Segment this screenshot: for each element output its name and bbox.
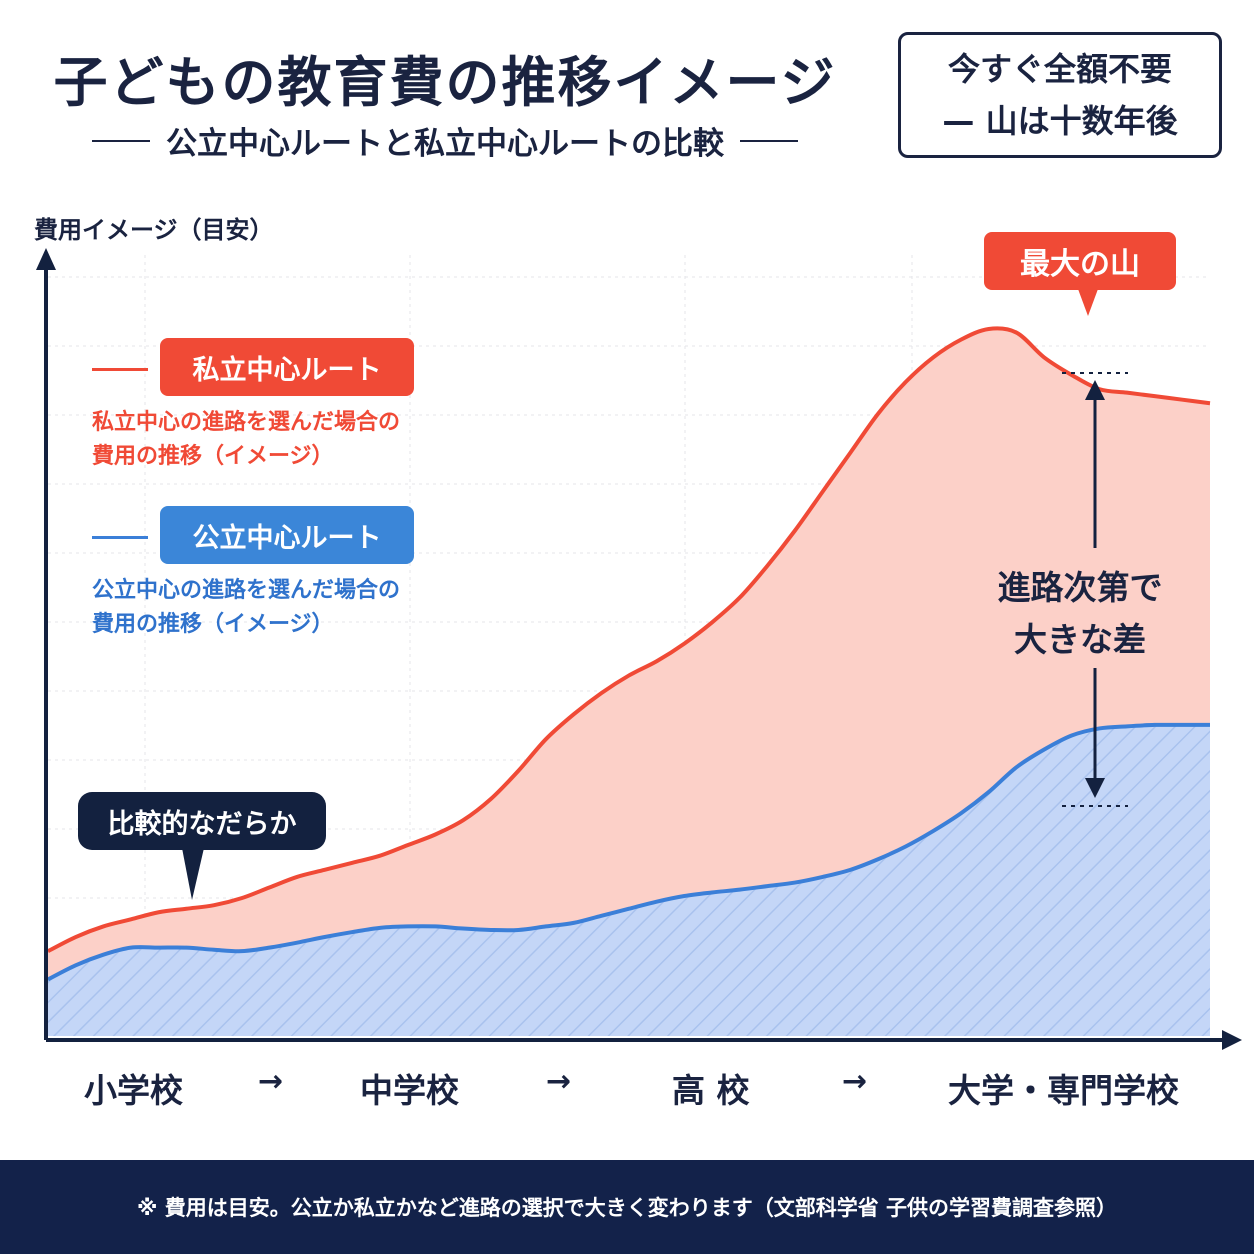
gap-arrowhead-down xyxy=(1085,778,1105,798)
gentle-callout-tail xyxy=(182,848,204,900)
subtitle-text: 公立中心ルートと私立中心ルートの比較 xyxy=(166,126,724,162)
stage-label-high-school: 高 校 xyxy=(672,1071,750,1110)
gentle-callout: 比較的なだらか xyxy=(78,792,326,850)
y-axis-label: 費用イメージ（目安） xyxy=(34,216,274,244)
stage-label-elementary: 小学校 xyxy=(84,1071,183,1110)
footer-note: ※ 費用は目安。公立か私立かなど進路の選択で大きく変わります（文部科学省 子供の… xyxy=(0,1160,1254,1254)
gap-label-line-2: 大きな差 xyxy=(1014,620,1146,659)
gap-arrowhead-up xyxy=(1085,380,1105,400)
y-axis-arrowhead xyxy=(36,248,56,270)
subtitle-dash-left xyxy=(92,139,150,142)
public-desc-line-1: 公立中心の進路を選んだ場合の xyxy=(92,578,401,603)
private-legend-label: 私立中心ルート xyxy=(160,338,414,396)
stage-label-junior-high: 中学校 xyxy=(360,1071,459,1110)
public-route-line xyxy=(47,722,1210,982)
gap-label: 進路次第で 大きな差 xyxy=(960,562,1200,666)
page-subtitle: 公立中心ルートと私立中心ルートの比較 xyxy=(0,118,890,163)
gap-label-line-1: 進路次第で xyxy=(997,568,1163,607)
notice-line-2: — 山は十数年後 xyxy=(942,102,1178,140)
public-route-area xyxy=(48,724,1210,1036)
public-legend-description: 公立中心の進路を選んだ場合の 費用の推移（イメージ） xyxy=(92,574,400,642)
public-legend-label: 公立中心ルート xyxy=(160,506,414,564)
stage-arrow-3: → xyxy=(842,1064,868,1099)
page-title: 子どもの教育費の推移イメージ xyxy=(53,51,837,114)
notice-line-1: 今すぐ全額不要 xyxy=(947,50,1172,88)
private-legend-description: 私立中心の進路を選んだ場合の 費用の推移（イメージ） xyxy=(92,406,400,474)
notice-box: 今すぐ全額不要 — 山は十数年後 xyxy=(898,32,1222,158)
x-axis-arrowhead xyxy=(1222,1030,1242,1050)
subtitle-dash-right xyxy=(740,139,798,142)
private-desc-line-1: 私立中心の進路を選んだ場合の xyxy=(92,410,401,435)
public-desc-line-2: 費用の推移（イメージ） xyxy=(92,612,334,637)
private-legend-swatch xyxy=(92,368,148,371)
public-legend-swatch xyxy=(92,536,148,539)
peak-callout: 最大の山 xyxy=(984,232,1176,290)
education-cost-chart xyxy=(36,248,1242,1050)
private-desc-line-2: 費用の推移（イメージ） xyxy=(92,444,334,469)
stage-arrow-2: → xyxy=(546,1064,572,1099)
private-route-line xyxy=(47,326,1211,953)
peak-callout-tail xyxy=(1078,289,1098,316)
stage-arrow-1: → xyxy=(258,1064,284,1099)
stage-label-university: 大学・専門学校 xyxy=(948,1071,1179,1110)
